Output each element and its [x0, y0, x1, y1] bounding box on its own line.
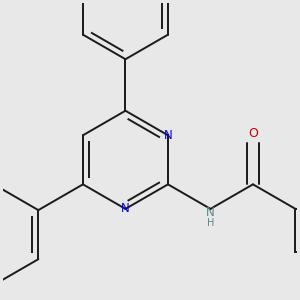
- Text: H: H: [207, 218, 214, 228]
- Text: N: N: [121, 202, 130, 215]
- Text: N: N: [164, 129, 172, 142]
- Text: O: O: [248, 127, 258, 140]
- Text: N: N: [206, 206, 215, 219]
